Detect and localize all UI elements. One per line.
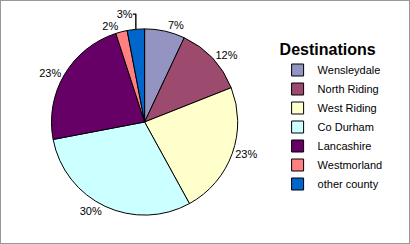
svg-text:12%: 12% (215, 49, 237, 61)
svg-text:Lancashire: Lancashire (318, 140, 372, 152)
svg-text:30%: 30% (80, 205, 102, 217)
svg-text:3%: 3% (117, 8, 133, 20)
svg-text:Wensleydale: Wensleydale (318, 64, 381, 76)
svg-text:23%: 23% (39, 67, 61, 79)
svg-text:23%: 23% (235, 148, 257, 160)
svg-text:Westmorland: Westmorland (318, 159, 383, 171)
svg-text:other county: other county (318, 178, 379, 190)
svg-text:Destinations: Destinations (280, 42, 376, 59)
svg-text:7%: 7% (168, 19, 184, 31)
svg-text:Co Durham: Co Durham (318, 121, 374, 133)
svg-text:2%: 2% (102, 20, 118, 32)
svg-text:North Riding: North Riding (318, 83, 379, 95)
svg-text:West Riding: West Riding (318, 102, 377, 114)
